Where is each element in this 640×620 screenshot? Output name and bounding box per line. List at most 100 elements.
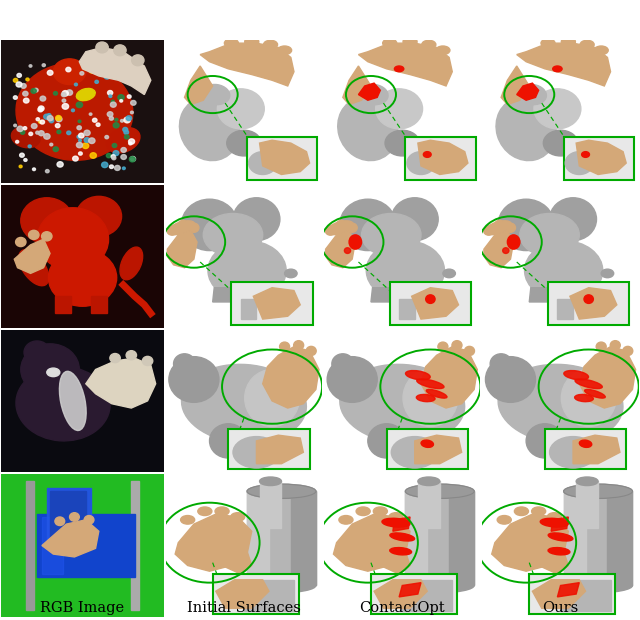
Polygon shape (570, 288, 617, 319)
Circle shape (76, 102, 83, 108)
Polygon shape (42, 520, 99, 557)
Circle shape (74, 83, 77, 86)
Circle shape (40, 96, 45, 101)
Circle shape (325, 226, 335, 235)
Circle shape (36, 118, 40, 121)
Polygon shape (380, 548, 410, 574)
Ellipse shape (484, 221, 511, 235)
Text: Ours: Ours (543, 601, 579, 615)
Circle shape (77, 126, 81, 130)
Circle shape (15, 237, 26, 247)
Ellipse shape (532, 507, 546, 516)
Circle shape (20, 131, 25, 135)
Circle shape (24, 341, 50, 364)
Ellipse shape (47, 368, 60, 376)
Ellipse shape (278, 46, 292, 55)
Ellipse shape (406, 371, 430, 380)
Polygon shape (241, 299, 257, 319)
Polygon shape (212, 288, 233, 302)
Ellipse shape (230, 513, 244, 521)
Polygon shape (253, 288, 300, 319)
Circle shape (29, 64, 32, 67)
Ellipse shape (16, 366, 110, 441)
Ellipse shape (349, 76, 368, 91)
Circle shape (79, 152, 83, 155)
Circle shape (596, 342, 606, 351)
Circle shape (77, 135, 80, 138)
Circle shape (19, 165, 22, 168)
Ellipse shape (515, 507, 529, 516)
Ellipse shape (496, 97, 556, 161)
Ellipse shape (12, 127, 40, 148)
Circle shape (23, 126, 27, 130)
Ellipse shape (244, 37, 259, 46)
Ellipse shape (60, 371, 86, 430)
Circle shape (126, 116, 132, 121)
Circle shape (38, 131, 44, 136)
Circle shape (495, 220, 504, 229)
Circle shape (78, 120, 81, 123)
Polygon shape (405, 491, 474, 585)
Circle shape (486, 356, 536, 402)
Polygon shape (86, 358, 156, 408)
Circle shape (57, 130, 61, 133)
Polygon shape (37, 514, 134, 577)
Ellipse shape (525, 241, 603, 301)
Circle shape (17, 73, 21, 78)
Polygon shape (14, 239, 50, 273)
Polygon shape (333, 514, 410, 571)
Circle shape (73, 156, 78, 161)
Circle shape (36, 131, 39, 134)
Polygon shape (175, 514, 252, 571)
Circle shape (280, 342, 289, 351)
Polygon shape (91, 296, 107, 313)
Circle shape (70, 513, 79, 521)
Ellipse shape (233, 436, 280, 468)
Circle shape (90, 113, 92, 115)
Ellipse shape (418, 477, 440, 485)
Circle shape (498, 199, 554, 250)
Circle shape (80, 72, 84, 75)
Ellipse shape (582, 152, 589, 157)
Circle shape (109, 95, 112, 97)
Ellipse shape (179, 97, 239, 161)
Circle shape (126, 351, 136, 360)
Circle shape (84, 130, 90, 136)
Bar (228, 430, 310, 469)
Ellipse shape (561, 370, 616, 427)
Ellipse shape (417, 379, 444, 389)
Circle shape (84, 516, 94, 524)
Circle shape (67, 90, 72, 95)
Ellipse shape (553, 66, 562, 72)
Circle shape (438, 342, 448, 351)
Polygon shape (607, 491, 632, 585)
Circle shape (28, 145, 31, 148)
Polygon shape (484, 231, 514, 268)
Circle shape (20, 84, 26, 88)
Ellipse shape (264, 40, 278, 49)
Circle shape (37, 208, 109, 270)
Bar (529, 574, 615, 614)
Ellipse shape (168, 221, 195, 235)
Ellipse shape (564, 371, 589, 380)
Polygon shape (405, 491, 428, 585)
Circle shape (110, 353, 120, 363)
Polygon shape (358, 43, 452, 86)
Circle shape (115, 118, 118, 121)
Ellipse shape (543, 130, 578, 156)
Circle shape (173, 354, 195, 374)
Circle shape (109, 165, 113, 169)
Polygon shape (247, 491, 269, 585)
Polygon shape (579, 347, 636, 408)
Ellipse shape (356, 507, 370, 516)
Ellipse shape (403, 370, 458, 427)
Bar (390, 282, 471, 325)
Circle shape (131, 100, 136, 105)
Ellipse shape (575, 394, 593, 402)
Circle shape (117, 74, 120, 77)
Polygon shape (418, 140, 468, 174)
Circle shape (129, 139, 134, 144)
Polygon shape (501, 66, 529, 105)
Ellipse shape (344, 248, 351, 254)
Circle shape (391, 198, 438, 241)
